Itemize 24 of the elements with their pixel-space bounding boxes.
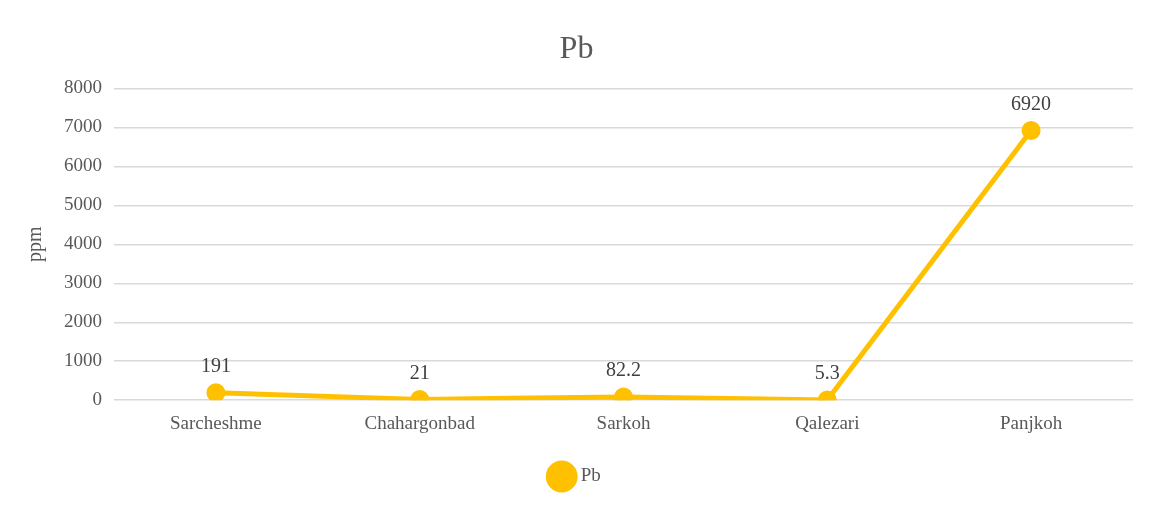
y-tick-label: 2000 [64, 310, 102, 332]
y-tick-label: 1000 [64, 349, 102, 371]
data-label: 21 [409, 360, 430, 383]
y-tick-label: 0 [92, 388, 102, 410]
y-axis-title: ppm [23, 226, 47, 263]
y-tick-label: 4000 [64, 232, 102, 254]
legend-label: Pb [580, 464, 601, 486]
chart-title: Pb [559, 28, 594, 65]
point [1021, 120, 1041, 140]
y-tick-label: 6000 [64, 154, 102, 176]
data-label: 5.3 [814, 361, 840, 384]
x-tick-label: Qalezari [795, 411, 860, 433]
x-tick-label: Chahargonbad [364, 411, 476, 433]
data-label: 191 [200, 354, 231, 377]
x-tick-label: Panjkoh [999, 411, 1063, 433]
data-label: 82.2 [606, 358, 641, 381]
x-tick-label: Sarkoh [596, 411, 651, 433]
y-tick-label: 3000 [64, 271, 102, 293]
x-tick-label: Sarcheshme [169, 411, 262, 433]
data-label: 6920 [1011, 91, 1052, 114]
y-tick-label: 7000 [64, 115, 102, 137]
y-tick-label: 8000 [64, 76, 102, 98]
y-tick-label: 5000 [64, 193, 102, 215]
point [614, 387, 633, 401]
